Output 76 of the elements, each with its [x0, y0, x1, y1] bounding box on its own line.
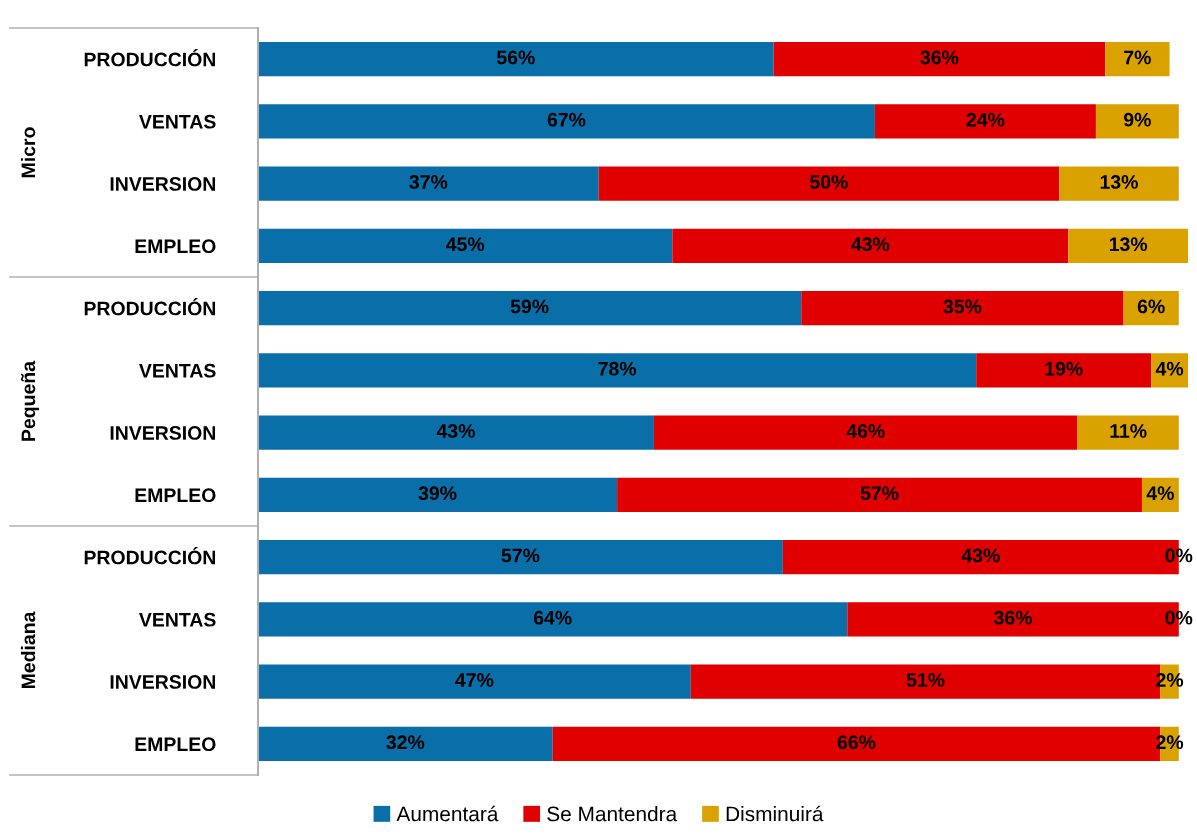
- data-label: 47%: [455, 673, 494, 687]
- data-label: 13%: [1109, 237, 1148, 252]
- bar: [258, 228, 673, 263]
- data-label: 59%: [510, 299, 549, 314]
- data-label: 7%: [1124, 50, 1151, 65]
- bar: [976, 353, 1152, 388]
- bar: [773, 42, 1106, 77]
- bar: [258, 166, 599, 201]
- bar: [1095, 104, 1179, 139]
- bar: [258, 104, 875, 139]
- y-tick-label: VENTAS: [139, 363, 216, 378]
- data-label: 36%: [920, 50, 959, 65]
- data-label: 36%: [994, 610, 1032, 625]
- y-tick-label: EMPLEO: [135, 737, 216, 752]
- bar: [1077, 415, 1179, 450]
- data-label: 57%: [860, 486, 899, 501]
- bar: [258, 42, 774, 77]
- bar: [1068, 228, 1188, 263]
- y-tick-label: PRODUCCIÓN: [84, 297, 216, 316]
- bar: [617, 477, 1142, 512]
- data-label: 6%: [1137, 299, 1165, 314]
- data-label: 4%: [1146, 486, 1174, 501]
- data-label: 64%: [533, 610, 572, 625]
- data-label: 67%: [547, 112, 586, 127]
- data-label: 45%: [446, 237, 485, 252]
- y-tick-label: INVERSION: [110, 177, 216, 191]
- bar: [258, 353, 977, 388]
- y-tick-label: EMPLEO: [135, 239, 216, 254]
- data-label: 43%: [436, 424, 475, 438]
- bar: [258, 415, 654, 450]
- bar: [598, 166, 1060, 201]
- text: Micro: [20, 127, 36, 178]
- data-label: 51%: [906, 673, 945, 687]
- y-tick-label: PRODUCCIÓN: [84, 48, 216, 67]
- legend-label: Disminuirá: [726, 805, 824, 822]
- data-label: 32%: [386, 735, 425, 750]
- data-label: 43%: [851, 237, 890, 252]
- legend-label: Aumentará: [396, 805, 499, 822]
- data-label: 50%: [810, 175, 848, 189]
- y-tick-label: VENTAS: [139, 114, 216, 129]
- bar: [258, 291, 802, 326]
- bar: [258, 477, 618, 512]
- data-label: 57%: [501, 548, 540, 563]
- bar: [258, 726, 553, 761]
- data-label: 39%: [418, 486, 457, 501]
- bar: [258, 602, 848, 637]
- y-tick-label: EMPLEO: [135, 488, 216, 503]
- text: Pequeña: [21, 360, 40, 441]
- data-label: 56%: [496, 50, 535, 65]
- data-label: 24%: [966, 112, 1005, 127]
- bar: [258, 540, 783, 575]
- data-label: 11%: [1110, 424, 1147, 438]
- data-label: 66%: [837, 735, 876, 750]
- bar: [1059, 166, 1179, 201]
- bar: [653, 415, 1078, 450]
- bar: [801, 291, 1124, 326]
- y-tick-label: INVERSION: [110, 426, 216, 440]
- bar: [672, 228, 1069, 263]
- legend-label: Se Mantendra: [547, 806, 678, 822]
- data-label: 37%: [409, 175, 448, 189]
- data-label: 35%: [943, 299, 982, 314]
- data-label: 46%: [846, 424, 885, 438]
- bar: [258, 664, 691, 699]
- y-tick-label: PRODUCCIÓN: [84, 546, 216, 565]
- bar: [1123, 291, 1179, 326]
- data-label: 43%: [961, 548, 1000, 563]
- data-label: 78%: [598, 361, 637, 376]
- data-label: 4%: [1155, 361, 1184, 376]
- data-label: 9%: [1123, 112, 1151, 127]
- bar: [874, 104, 1096, 139]
- text: Mediana: [20, 611, 36, 689]
- data-label: 13%: [1100, 175, 1138, 189]
- data-label: 19%: [1045, 361, 1083, 376]
- bar: [1105, 42, 1170, 77]
- y-tick-label: INVERSION: [110, 675, 216, 689]
- y-tick-label: VENTAS: [139, 612, 216, 627]
